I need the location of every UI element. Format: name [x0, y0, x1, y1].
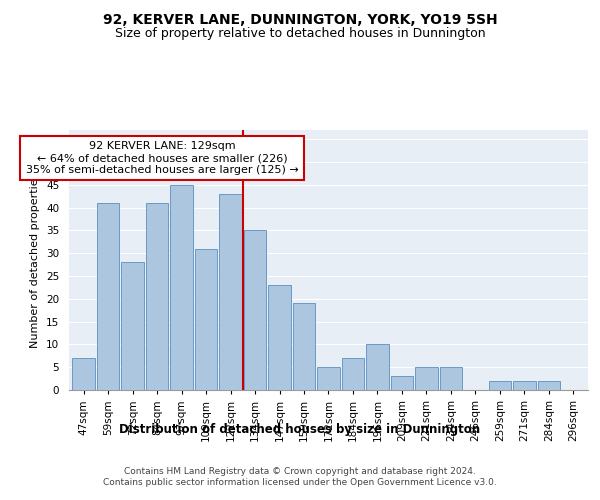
- Bar: [220, 194, 242, 390]
- Bar: [293, 304, 315, 390]
- Bar: [97, 203, 119, 390]
- Bar: [513, 381, 536, 390]
- Bar: [415, 367, 437, 390]
- Text: Contains HM Land Registry data © Crown copyright and database right 2024.
Contai: Contains HM Land Registry data © Crown c…: [103, 468, 497, 487]
- Text: Size of property relative to detached houses in Dunnington: Size of property relative to detached ho…: [115, 28, 485, 40]
- Bar: [317, 367, 340, 390]
- Bar: [342, 358, 364, 390]
- Bar: [268, 285, 291, 390]
- Bar: [366, 344, 389, 390]
- Bar: [488, 381, 511, 390]
- Text: 92, KERVER LANE, DUNNINGTON, YORK, YO19 5SH: 92, KERVER LANE, DUNNINGTON, YORK, YO19 …: [103, 12, 497, 26]
- Y-axis label: Number of detached properties: Number of detached properties: [31, 172, 40, 348]
- Text: 92 KERVER LANE: 129sqm
← 64% of detached houses are smaller (226)
35% of semi-de: 92 KERVER LANE: 129sqm ← 64% of detached…: [26, 142, 298, 174]
- Text: Distribution of detached houses by size in Dunnington: Distribution of detached houses by size …: [119, 422, 481, 436]
- Bar: [146, 203, 169, 390]
- Bar: [244, 230, 266, 390]
- Bar: [195, 248, 217, 390]
- Bar: [538, 381, 560, 390]
- Bar: [170, 184, 193, 390]
- Bar: [121, 262, 144, 390]
- Bar: [440, 367, 462, 390]
- Bar: [73, 358, 95, 390]
- Bar: [391, 376, 413, 390]
